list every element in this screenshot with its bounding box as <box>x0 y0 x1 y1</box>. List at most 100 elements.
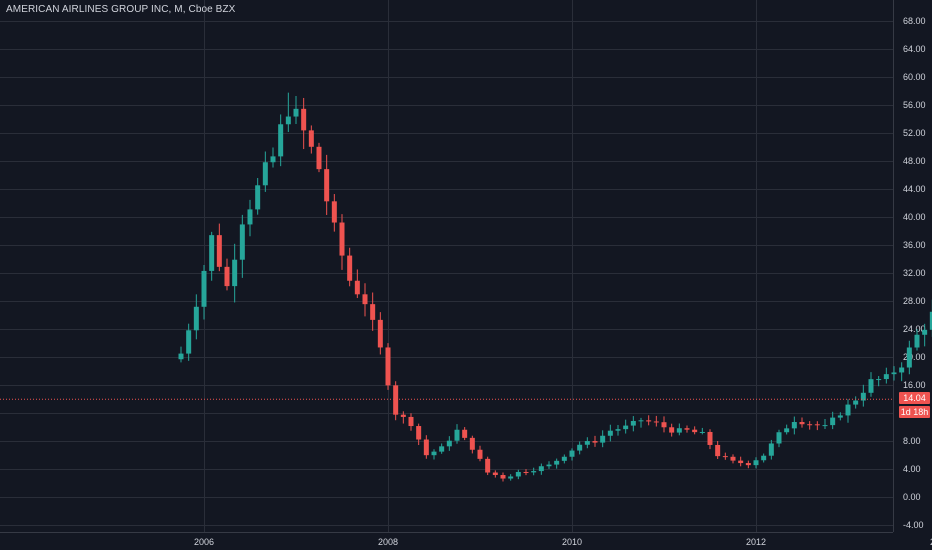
candle-body <box>707 431 713 445</box>
candle-body <box>577 444 583 451</box>
candle-body <box>462 429 468 438</box>
candle-body <box>186 330 192 354</box>
y-tick-label: 8.00 <box>903 436 921 446</box>
candle-body <box>715 444 721 457</box>
y-tick-label: 28.00 <box>903 296 926 306</box>
candle-body <box>393 385 399 415</box>
candle-body <box>876 379 882 381</box>
candle-body <box>423 439 429 456</box>
candle-body <box>278 124 284 157</box>
candle-body <box>929 311 932 330</box>
candle-body <box>500 474 506 479</box>
candle-body <box>661 422 667 428</box>
candle-body <box>347 255 353 281</box>
candle-body <box>224 266 230 287</box>
candle-body <box>653 421 659 423</box>
candle-body <box>561 456 567 461</box>
candle-body <box>301 108 307 131</box>
chart-title: AMERICAN AIRLINES GROUP INC, M, Cboe BZX <box>6 4 236 15</box>
candle-body <box>293 108 299 117</box>
candle-body <box>730 456 736 461</box>
y-tick-label: -4.00 <box>903 520 924 530</box>
candle-body <box>891 372 897 375</box>
candle-body <box>446 440 452 447</box>
candle-body <box>232 259 238 287</box>
candle-body <box>784 428 790 433</box>
candle-body <box>807 424 813 426</box>
y-tick-label: 4.00 <box>903 464 921 474</box>
countdown-badge: 1d 18h <box>899 406 930 418</box>
candle-body <box>400 414 406 417</box>
y-tick-label: 52.00 <box>903 128 926 138</box>
candle-body <box>331 201 337 223</box>
y-tick-label: 64.00 <box>903 44 926 54</box>
candle-body <box>753 460 759 466</box>
candle-body <box>837 415 843 418</box>
y-tick-label: 56.00 <box>903 100 926 110</box>
candle-body <box>799 422 805 425</box>
candle-body <box>738 460 744 464</box>
candle-body <box>531 471 537 473</box>
candle-body <box>600 435 606 443</box>
candle-body <box>201 270 207 307</box>
candle-body <box>255 185 261 210</box>
x-tick-label: 2012 <box>746 537 766 547</box>
candle-body <box>239 224 245 260</box>
candle-body <box>515 471 521 477</box>
candle-body <box>623 425 629 430</box>
candle-body <box>416 426 422 440</box>
candle-body <box>209 235 215 271</box>
candle-body <box>676 428 682 433</box>
candle-body <box>669 427 675 433</box>
candle-body <box>822 425 828 427</box>
x-tick-label: 2006 <box>194 537 214 547</box>
candle-body <box>860 392 866 401</box>
candle-body <box>776 432 782 444</box>
candle-body <box>883 374 889 380</box>
candle-body <box>699 431 705 433</box>
candle-body <box>922 329 928 335</box>
y-tick-label: 48.00 <box>903 156 926 166</box>
candle-body <box>285 116 291 125</box>
candle-body <box>761 455 767 461</box>
candle-body <box>684 428 690 430</box>
candle-body <box>485 458 491 473</box>
candle-body <box>439 446 445 452</box>
candle-body <box>262 162 268 186</box>
candle-body <box>408 416 414 427</box>
candle-body <box>385 347 391 386</box>
candle-body <box>868 379 874 393</box>
candle-body <box>722 456 728 458</box>
y-tick-label: 36.00 <box>903 240 926 250</box>
candle-body <box>469 437 475 450</box>
candle-body <box>546 464 552 467</box>
candle-body <box>615 429 621 431</box>
candle-body <box>354 280 360 295</box>
candle-body <box>308 130 314 147</box>
candle-body <box>814 424 820 426</box>
candle-body <box>492 472 498 475</box>
x-tick-label: 2014 <box>930 537 932 547</box>
candle-body <box>791 422 797 429</box>
candle-body <box>377 319 383 348</box>
candle-body <box>270 156 276 163</box>
candle-body <box>477 449 483 459</box>
y-tick-label: 16.00 <box>903 380 926 390</box>
candle-body <box>193 306 199 331</box>
y-tick-label: 68.00 <box>903 16 926 26</box>
candle-body <box>569 450 575 457</box>
candle-body <box>914 334 920 348</box>
candle-body <box>523 471 529 473</box>
candle-body <box>607 430 613 436</box>
candle-body <box>370 304 376 320</box>
candle-body <box>646 420 652 422</box>
candle-body <box>216 235 222 267</box>
x-tick-label: 2010 <box>562 537 582 547</box>
last-price-badge: 14.04 <box>899 392 930 404</box>
candle-body <box>178 353 184 360</box>
candle-body <box>247 209 253 225</box>
candle-body <box>324 169 330 202</box>
candle-body <box>316 146 322 170</box>
